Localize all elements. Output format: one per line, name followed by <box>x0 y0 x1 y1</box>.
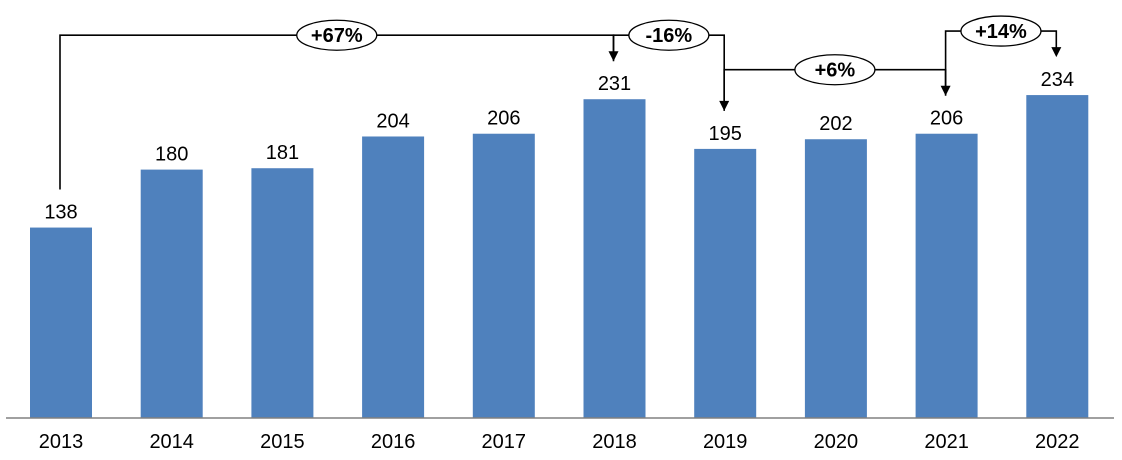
annotation-2018-2019-label: -16% <box>645 25 692 47</box>
tick-label-2020: 2020 <box>814 431 859 453</box>
bar-2014 <box>140 169 203 418</box>
value-label-2018: 231 <box>598 73 631 95</box>
annotation-2019-2021-badge <box>794 54 876 86</box>
tick-label-2021: 2021 <box>924 431 969 453</box>
value-label-2022: 234 <box>1041 69 1074 91</box>
value-label-2015: 181 <box>266 142 299 164</box>
bar-2021 <box>915 133 978 418</box>
tick-label-2013: 2013 <box>39 431 84 453</box>
tick-label-2017: 2017 <box>482 431 527 453</box>
tick-label-2014: 2014 <box>149 431 194 453</box>
annotation-2013-2018-badge <box>296 19 378 51</box>
value-label-2017: 206 <box>487 108 520 130</box>
x-tick-labels-layer: 2013 2014 2015 2016 2017 2018 2019 2020 2021 2022 <box>39 431 1080 453</box>
annotation-2019-2021-label: +6% <box>815 60 856 82</box>
annotation-2013-2018-label: +67% <box>311 25 363 47</box>
tick-label-2018: 2018 <box>592 431 637 453</box>
value-label-2020: 202 <box>819 113 852 135</box>
tick-label-2016: 2016 <box>371 431 416 453</box>
annotation-2021-2022-badge <box>960 15 1042 47</box>
bar-2022 <box>1026 95 1089 418</box>
value-labels-layer: 138 180 181 204 206 231 195 202 206 234 <box>44 69 1074 223</box>
bars-layer <box>30 95 1089 419</box>
bar-2017 <box>472 133 535 418</box>
growth-annotations-layer: +67% -16% +6% +14% <box>59 15 1062 190</box>
value-label-2013: 138 <box>44 202 77 224</box>
value-label-2014: 180 <box>155 144 188 166</box>
annotation-2021-2022-label: +14% <box>975 21 1027 43</box>
value-label-2019: 195 <box>709 123 742 145</box>
bar-2018 <box>583 99 646 418</box>
tick-label-2022: 2022 <box>1035 431 1080 453</box>
annotation-2021-2022-arrowhead <box>1051 47 1062 58</box>
annotation-2018-2019-badge <box>628 19 710 51</box>
value-label-2021: 206 <box>930 108 963 130</box>
bar-2013 <box>30 227 92 418</box>
tick-label-2019: 2019 <box>703 431 748 453</box>
bar-2016 <box>362 136 425 419</box>
bar-2015 <box>251 168 314 418</box>
value-label-2016: 204 <box>376 110 409 132</box>
bar-2019 <box>694 148 757 418</box>
tick-label-2015: 2015 <box>260 431 305 453</box>
bar-2020 <box>804 139 867 419</box>
